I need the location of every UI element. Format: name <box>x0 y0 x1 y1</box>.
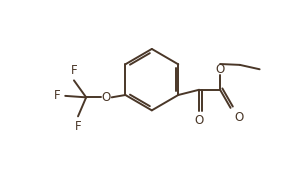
Text: F: F <box>75 120 81 133</box>
Text: O: O <box>194 114 204 127</box>
Text: O: O <box>102 91 111 104</box>
Text: F: F <box>54 89 61 102</box>
Text: O: O <box>234 111 243 124</box>
Text: O: O <box>215 63 225 76</box>
Text: F: F <box>71 64 77 77</box>
